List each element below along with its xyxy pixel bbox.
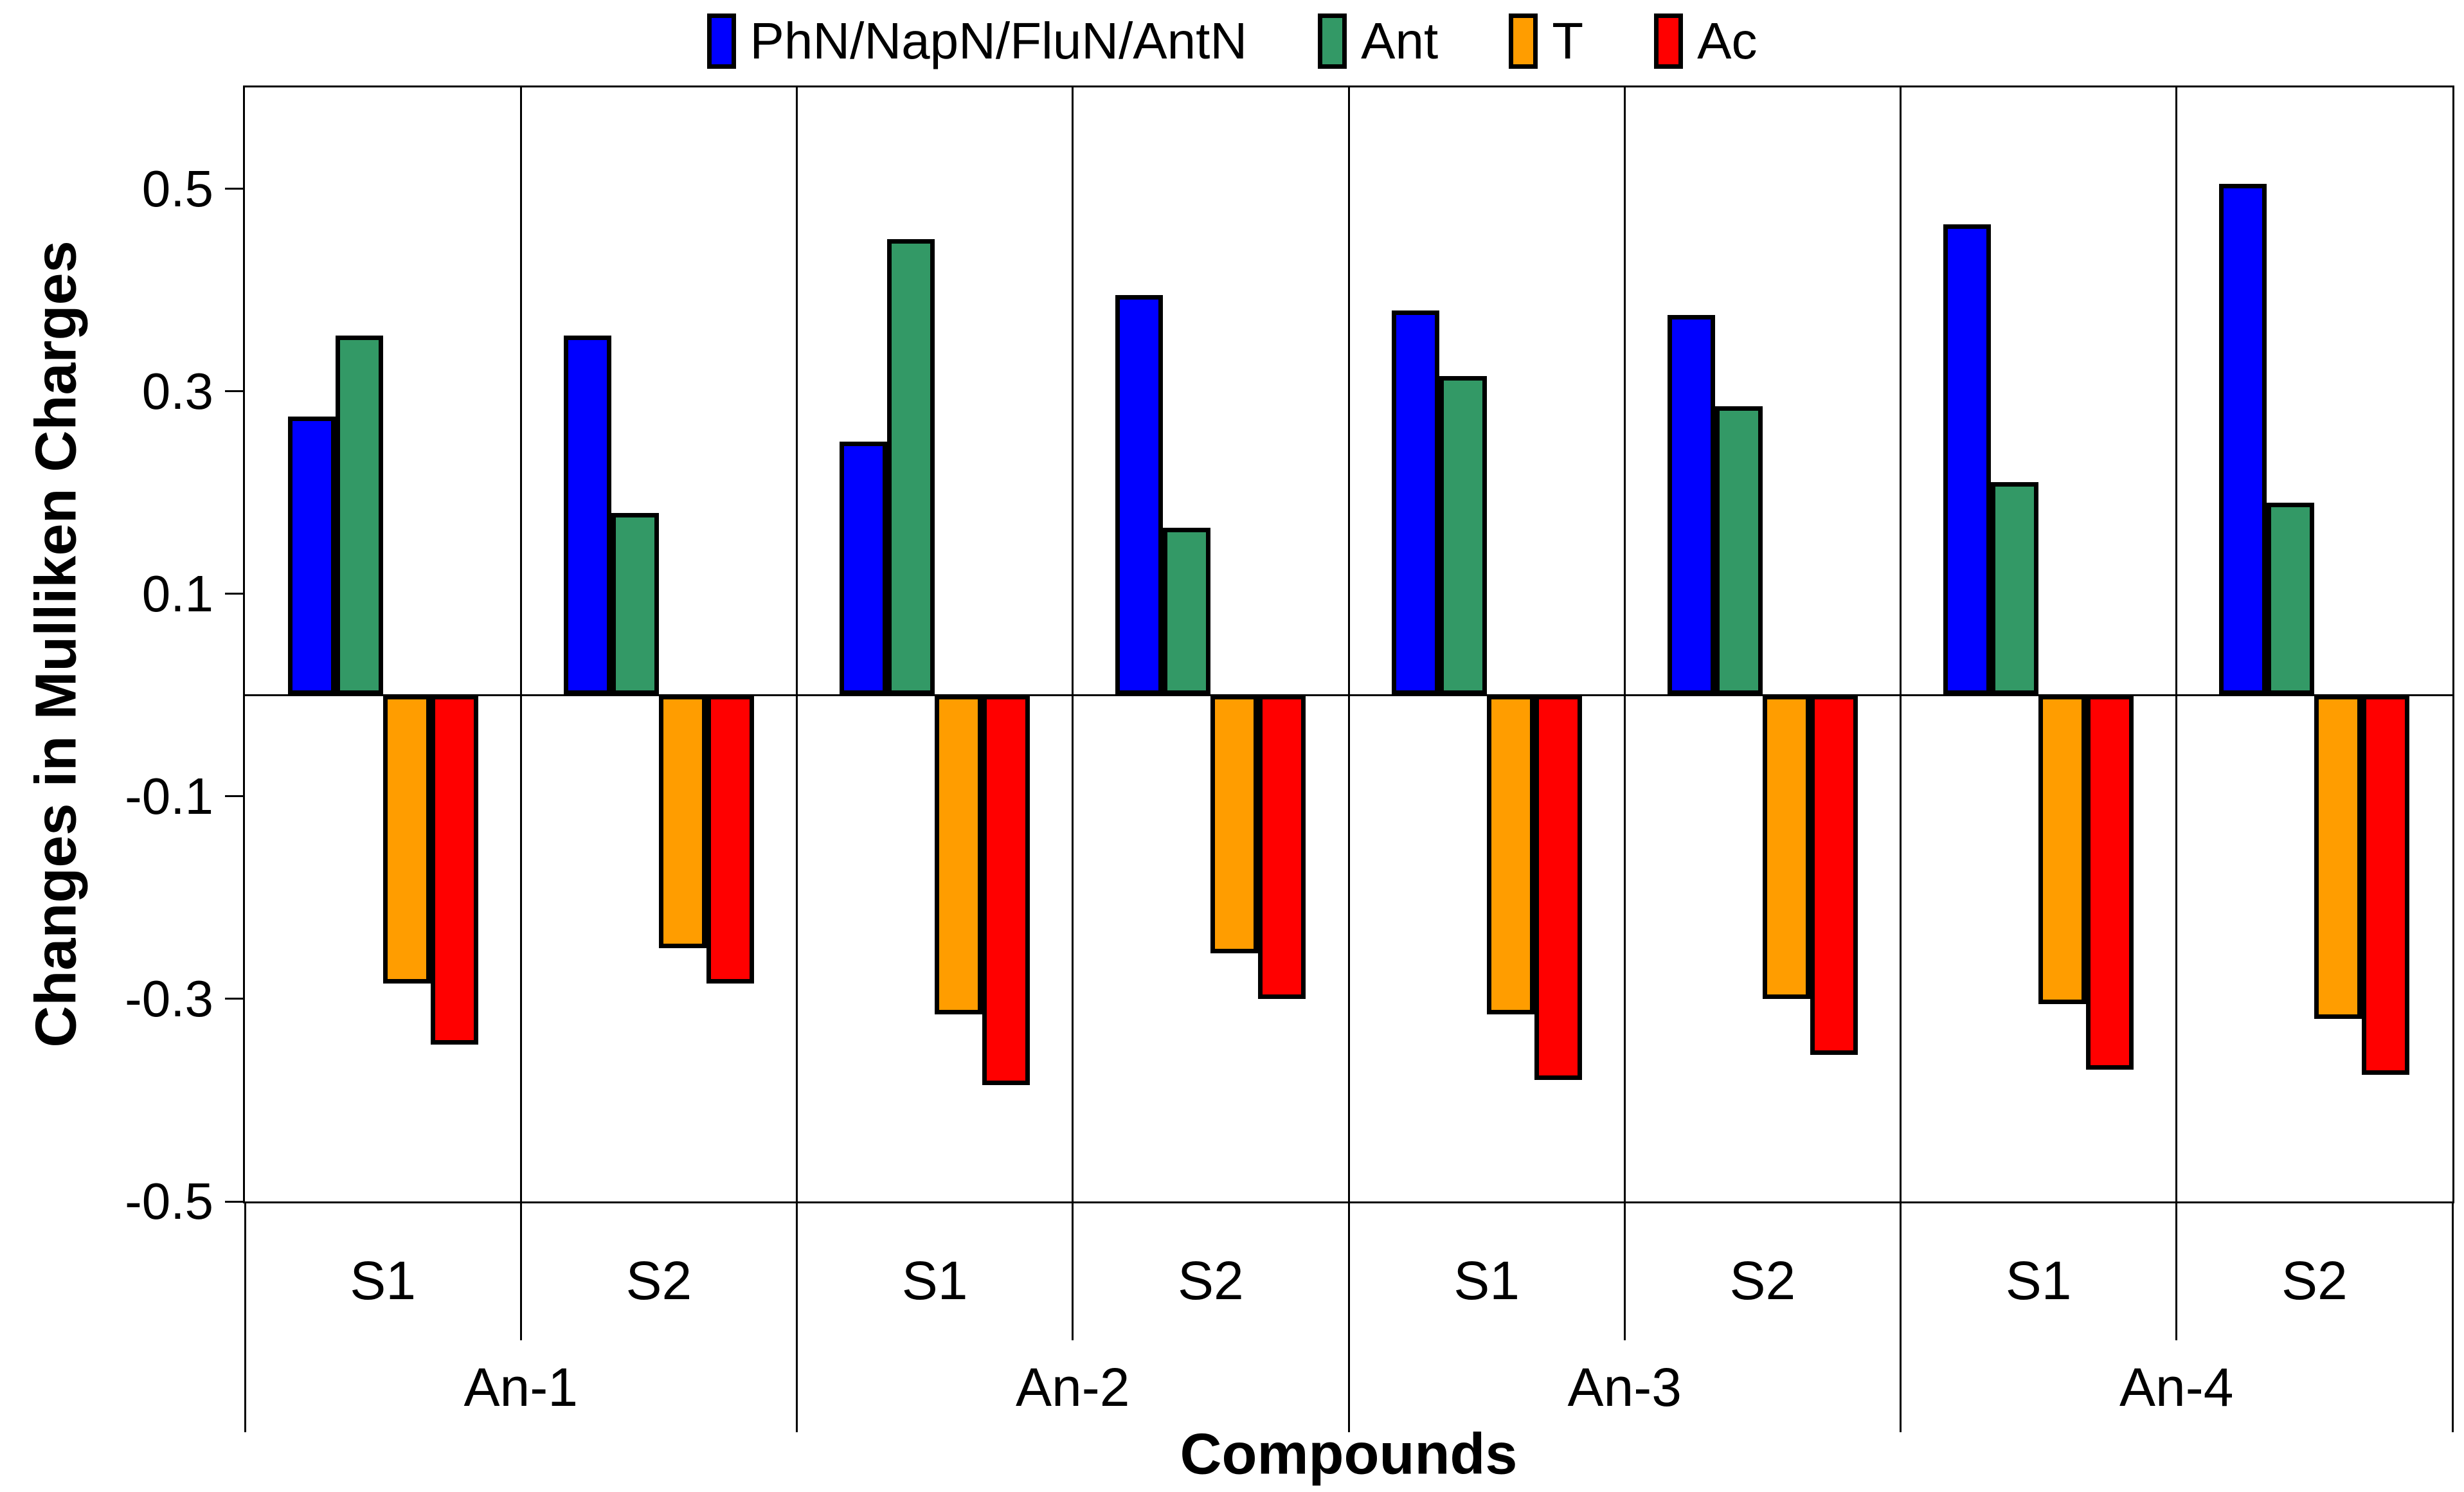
subgroup-separator-line	[1072, 87, 1074, 1201]
bar	[287, 417, 336, 696]
chart-legend: PhN/NapN/FluN/AntN Ant T Ac	[0, 5, 2464, 77]
group-boundary-tick	[1900, 1202, 1902, 1432]
legend-item-label: PhN/NapN/FluN/AntN	[750, 12, 1248, 69]
group-boundary-tick	[2451, 1202, 2454, 1432]
bar	[1714, 406, 1763, 696]
bar	[935, 695, 983, 1014]
bar	[1534, 695, 1582, 1080]
bar	[335, 335, 383, 696]
zero-axis-line	[245, 694, 2452, 696]
group-label: An-3	[1567, 1357, 1682, 1417]
subgroup-label: S1	[350, 1250, 416, 1311]
subgroup-label: S1	[1453, 1250, 1520, 1311]
bar	[1943, 224, 1992, 696]
group-label: An-4	[2119, 1357, 2234, 1417]
bar	[1486, 695, 1534, 1014]
y-tick-mark	[225, 998, 243, 1000]
legend-item: Ant	[1318, 13, 1438, 69]
bar	[1439, 376, 1487, 696]
subgroup-label: S2	[1729, 1250, 1796, 1311]
bar	[382, 695, 431, 984]
legend-item-label: T	[1552, 12, 1584, 69]
subgroup-separator-line	[796, 87, 798, 1201]
y-tick-label: 0.1	[141, 564, 213, 622]
bar	[430, 695, 478, 1045]
y-axis-title: Changes in Mulliken Charges	[24, 240, 89, 1048]
y-tick-label: 0.5	[141, 159, 213, 217]
legend-item-label: Ant	[1361, 12, 1439, 69]
legend-color-swatch	[706, 13, 736, 69]
subgroup-label: S2	[2281, 1250, 2348, 1311]
y-tick-label: 0.3	[141, 362, 213, 420]
bar	[1667, 315, 1715, 696]
legend-color-swatch	[1654, 13, 1684, 69]
legend-color-swatch	[1509, 13, 1538, 69]
y-tick-mark	[225, 593, 243, 595]
bar	[1762, 695, 1810, 999]
subgroup-separator-line	[1900, 87, 1902, 1201]
subgroup-separator-line	[1623, 87, 1626, 1201]
bar	[2267, 502, 2315, 696]
legend-item: PhN/NapN/FluN/AntN	[706, 12, 1248, 69]
subgroup-boundary-tick	[519, 1202, 522, 1340]
subgroup-label: S1	[2005, 1250, 2072, 1311]
bar	[840, 442, 888, 696]
y-tick-label: -0.5	[125, 1173, 213, 1230]
group-boundary-tick	[1347, 1202, 1350, 1432]
bar	[658, 695, 706, 949]
bar	[563, 335, 611, 696]
subgroup-boundary-tick	[1623, 1202, 1626, 1340]
bar	[1163, 528, 1211, 696]
bar	[2219, 183, 2267, 696]
subgroup-boundary-tick	[2175, 1202, 2178, 1340]
x-axis-title: Compounds	[1180, 1422, 1518, 1487]
group-label: An-1	[463, 1357, 578, 1417]
bar	[1391, 310, 1439, 696]
bar	[1991, 482, 2039, 696]
bar	[2038, 695, 2087, 1004]
bar	[1810, 695, 1858, 1055]
group-boundary-tick	[244, 1202, 246, 1432]
legend-item: Ac	[1654, 13, 1757, 69]
y-tick-label: -0.3	[125, 969, 213, 1027]
y-tick-mark	[225, 188, 243, 190]
legend-item-label: Ac	[1697, 12, 1758, 69]
bar	[1210, 695, 1259, 953]
subgroup-separator-line	[1347, 87, 1350, 1201]
y-tick-mark	[225, 1200, 243, 1203]
legend-color-swatch	[1318, 13, 1347, 69]
bar	[706, 695, 754, 984]
y-tick-label: -0.1	[125, 767, 213, 825]
bar	[1115, 294, 1164, 696]
bar	[2086, 695, 2134, 1070]
subgroup-label: S2	[1178, 1250, 1244, 1311]
group-boundary-tick	[796, 1202, 798, 1432]
bar	[2362, 695, 2410, 1075]
plot-area	[243, 85, 2454, 1203]
bar	[1258, 695, 1306, 999]
bar	[887, 239, 935, 696]
y-tick-mark	[225, 795, 243, 798]
group-label: An-2	[1016, 1357, 1130, 1417]
subgroup-label: S2	[625, 1250, 692, 1311]
y-tick-mark	[225, 390, 243, 393]
bar	[982, 695, 1030, 1085]
subgroup-boundary-tick	[1072, 1202, 1074, 1340]
subgroup-separator-line	[2175, 87, 2178, 1201]
subgroup-label: S1	[901, 1250, 968, 1311]
legend-item: T	[1509, 13, 1583, 69]
bar	[611, 512, 659, 696]
bar	[2314, 695, 2362, 1020]
subgroup-separator-line	[519, 87, 522, 1201]
